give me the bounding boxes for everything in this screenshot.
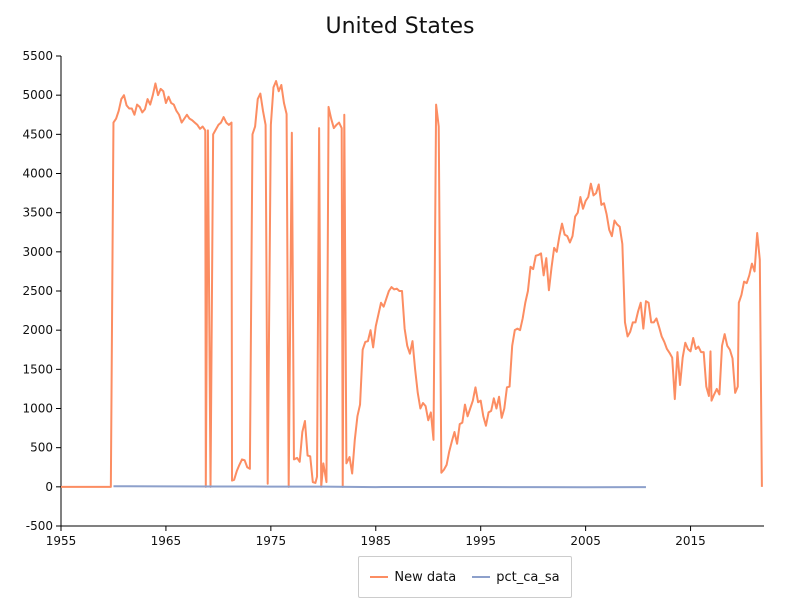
axes: -500 0 500 1000 1500 2000 2500 3000 3500 4000 4500… xyxy=(22,49,764,548)
y-tick-label: 1500 xyxy=(22,362,53,376)
series-line-pct-ca-sa xyxy=(113,485,646,489)
y-tick-label: 2500 xyxy=(22,284,53,298)
x-tick-label: 1975 xyxy=(256,534,287,548)
legend-label-new-data: New data xyxy=(394,569,457,585)
legend-item-new-data[interactable]: New data xyxy=(370,570,456,585)
series-line-new-data xyxy=(61,80,763,488)
legend-swatch-new-data xyxy=(370,576,389,578)
legend-item-pct-ca-sa[interactable]: pct_ca_sa xyxy=(472,569,560,585)
x-tick-label: 1985 xyxy=(361,534,392,548)
x-tick-label: 1955 xyxy=(46,534,77,548)
y-tick-label: 5500 xyxy=(22,49,53,63)
y-tick-label: 3000 xyxy=(22,245,53,259)
y-tick-label: 500 xyxy=(30,441,53,455)
x-tick-label: 2015 xyxy=(675,534,706,548)
y-tick-label: 4500 xyxy=(22,127,53,141)
y-tick-label: 2000 xyxy=(22,323,53,337)
legend-swatch-pct-ca-sa xyxy=(472,576,491,578)
legend-label-pct-ca-sa: pct_ca_sa xyxy=(496,569,560,585)
y-tick-label: 5000 xyxy=(22,88,53,102)
series-layer xyxy=(61,80,763,489)
x-tick-label: 1965 xyxy=(151,534,182,548)
chart-title: United States xyxy=(325,14,475,39)
y-tick-label: 3500 xyxy=(22,206,53,220)
y-tick-label: 4000 xyxy=(22,167,53,181)
x-tick-label: 1995 xyxy=(465,534,496,548)
x-tick-label: 2005 xyxy=(570,534,601,548)
y-tick-label: 1000 xyxy=(22,402,53,416)
y-tick-label: -500 xyxy=(26,519,53,533)
legend: New data pct_ca_sa xyxy=(358,556,572,598)
y-tick-label: 0 xyxy=(45,480,53,494)
